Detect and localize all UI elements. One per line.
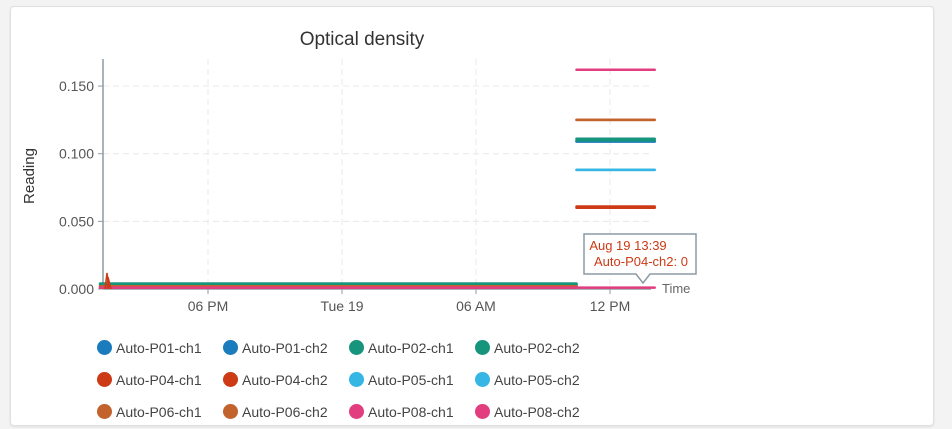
legend-label: Auto-P08-ch2: [494, 403, 580, 420]
legend-label: Auto-P05-ch1: [368, 371, 454, 388]
x-tick-label: Tue 19: [320, 298, 363, 314]
y-tick-label: 0.000: [59, 281, 94, 297]
legend-swatch: [475, 340, 490, 355]
legend-item-auto-p02-ch2[interactable]: Auto-P02-ch2: [475, 337, 601, 358]
legend-label: Auto-P08-ch1: [368, 403, 454, 420]
legend-swatch: [349, 404, 364, 419]
chart-svg[interactable]: 0.000 0.050 0.100 0.150 06 PM Tue 19 06 AM 12 P…: [11, 7, 933, 425]
chart-title: Optical density: [300, 29, 425, 50]
tooltip-box: [583, 233, 697, 285]
x-tick-label: 12 PM: [590, 298, 630, 314]
legend-swatch: [223, 404, 238, 419]
legend-item-auto-p01-ch1[interactable]: Auto-P01-ch1: [97, 337, 223, 358]
legend: Auto-P01-ch1 Auto-P01-ch2 Auto-P02-ch1 Auto…: [97, 337, 601, 422]
legend-label: Auto-P06-ch2: [242, 403, 328, 420]
legend-swatch: [349, 372, 364, 387]
legend-swatch: [223, 372, 238, 387]
tooltip: Aug 19 13:39 Auto-P04-ch2: 0: [583, 233, 697, 285]
legend-item-auto-p04-ch2[interactable]: Auto-P04-ch2: [223, 369, 349, 390]
legend-item-auto-p01-ch2[interactable]: Auto-P01-ch2: [223, 337, 349, 358]
grid: [103, 59, 651, 289]
legend-swatch: [475, 404, 490, 419]
legend-item-auto-p05-ch2[interactable]: Auto-P05-ch2: [475, 369, 601, 390]
y-axis-label: Reading: [21, 148, 38, 204]
x-tick-label: 06 AM: [456, 298, 496, 314]
legend-label: Auto-P02-ch2: [494, 339, 580, 356]
legend-item-auto-p06-ch2[interactable]: Auto-P06-ch2: [223, 401, 349, 422]
legend-item-auto-p06-ch1[interactable]: Auto-P06-ch1: [97, 401, 223, 422]
legend-label: Auto-P04-ch2: [242, 371, 328, 388]
legend-swatch: [349, 340, 364, 355]
legend-item-auto-p02-ch1[interactable]: Auto-P02-ch1: [349, 337, 475, 358]
legend-label: Auto-P05-ch2: [494, 371, 580, 388]
chart-card: 0.000 0.050 0.100 0.150 06 PM Tue 19 06 AM 12 P…: [10, 6, 934, 426]
legend-label: Auto-P04-ch1: [116, 371, 202, 388]
legend-swatch: [475, 372, 490, 387]
y-tick-label: 0.100: [59, 146, 94, 162]
y-tick-label: 0.050: [59, 213, 94, 229]
tooltip-line-2: Auto-P04-ch2: 0: [594, 254, 688, 269]
legend-item-auto-p08-ch2[interactable]: Auto-P08-ch2: [475, 401, 601, 422]
x-tick-label: 06 PM: [188, 298, 228, 314]
axes: 0.000 0.050 0.100 0.150 06 PM Tue 19 06 AM 12 P…: [59, 59, 651, 314]
legend-swatch: [97, 404, 112, 419]
y-tick-label: 0.150: [59, 78, 94, 94]
legend-swatch: [97, 372, 112, 387]
x-axis-label: Time: [662, 281, 690, 296]
series-spike-auto-p04: [104, 272, 112, 290]
legend-item-auto-p04-ch1[interactable]: Auto-P04-ch1: [97, 369, 223, 390]
legend-label: Auto-P02-ch1: [368, 339, 454, 356]
series-layer[interactable]: [98, 68, 656, 290]
legend-label: Auto-P01-ch2: [242, 339, 328, 356]
legend-label: Auto-P01-ch1: [116, 339, 202, 356]
legend-item-auto-p08-ch1[interactable]: Auto-P08-ch1: [349, 401, 475, 422]
legend-swatch: [223, 340, 238, 355]
legend-label: Auto-P06-ch1: [116, 403, 202, 420]
legend-swatch: [97, 340, 112, 355]
tooltip-line-1: Aug 19 13:39: [589, 238, 666, 253]
legend-item-auto-p05-ch1[interactable]: Auto-P05-ch1: [349, 369, 475, 390]
